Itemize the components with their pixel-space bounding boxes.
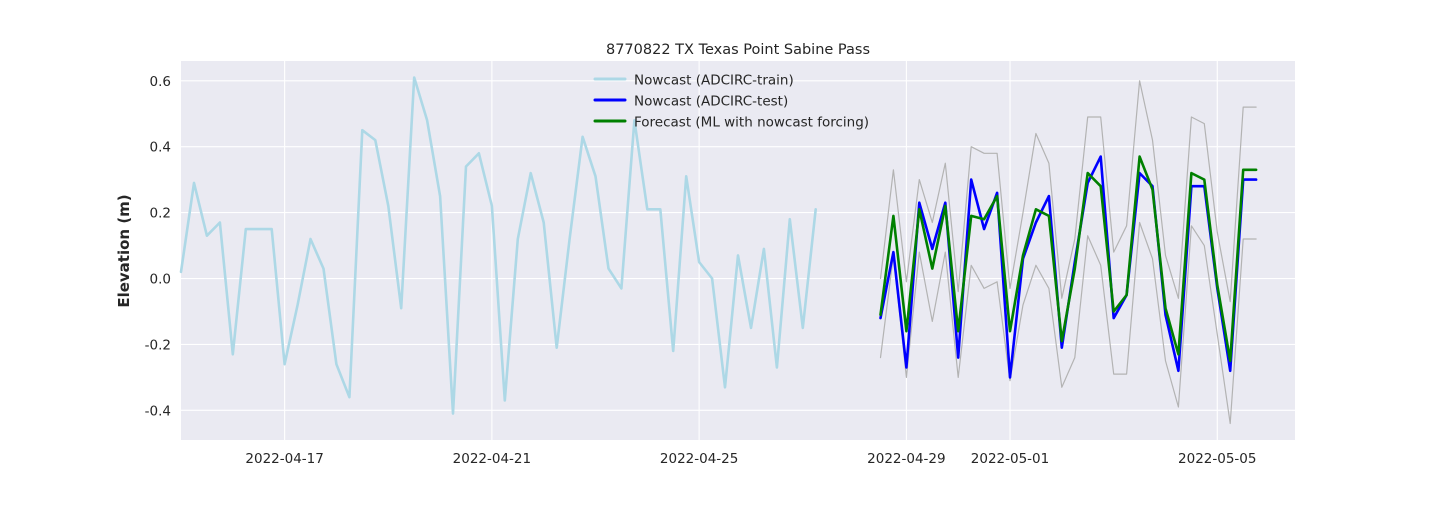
legend-label-forecast: Forecast (ML with nowcast forcing) [634,115,869,131]
chart-title: 8770822 TX Texas Point Sabine Pass [606,42,870,58]
y-tick-label: -0.4 [145,403,171,419]
y-tick-label: 0.0 [150,272,171,288]
series-layer [179,76,1258,425]
y-tick-labels: -0.4 -0.2 0.0 0.2 0.4 0.6 [145,74,171,420]
x-tick-label: 2022-04-29 [867,451,945,467]
series-forecast-line [879,155,1258,363]
x-tick-label: 2022-05-05 [1178,451,1256,467]
x-tick-labels: 2022-04-17 2022-04-21 2022-04-25 2022-04-29… [245,451,1256,467]
legend-label-train: Nowcast (ADCIRC-train) [634,73,794,89]
y-tick-label: -0.2 [145,337,171,353]
series-train-line [179,76,818,415]
x-tick-label: 2022-04-17 [245,451,323,467]
y-axis-label: Elevation (m) [115,194,133,307]
legend: Nowcast (ADCIRC-train) Nowcast (ADCIRC-t… [593,73,869,131]
legend-label-test: Nowcast (ADCIRC-test) [634,94,788,110]
y-tick-label: 0.4 [150,140,171,156]
lower-bound-line [879,221,1257,425]
y-tick-label: 0.6 [150,74,171,90]
x-tick-label: 2022-04-25 [660,451,738,467]
x-tick-label: 2022-04-21 [453,451,531,467]
y-tick-label: 0.2 [150,206,171,222]
x-tick-label: 2022-05-01 [971,451,1049,467]
upper-bound-line [879,80,1257,303]
